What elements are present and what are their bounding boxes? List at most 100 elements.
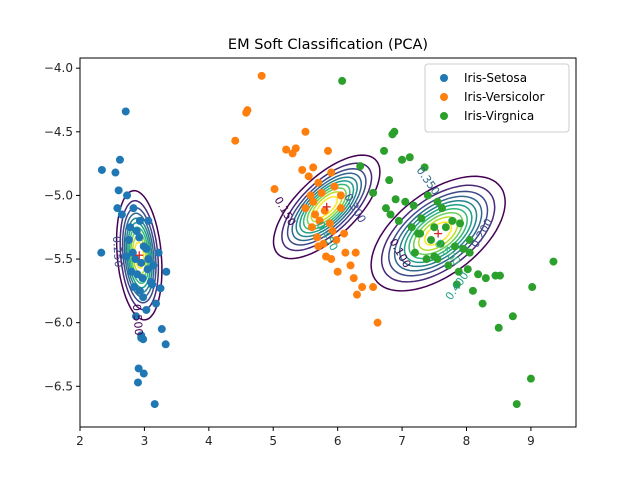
data-point bbox=[313, 233, 322, 242]
contour-line bbox=[370, 175, 506, 292]
data-point bbox=[495, 271, 504, 280]
data-point bbox=[311, 210, 320, 219]
data-point bbox=[114, 186, 123, 195]
x-axis: 2 3 4 5 6 7 8 9 bbox=[76, 427, 535, 448]
data-point bbox=[133, 378, 142, 387]
data-point bbox=[314, 178, 323, 187]
data-point bbox=[448, 216, 457, 225]
data-point bbox=[340, 229, 349, 238]
data-point bbox=[132, 312, 141, 321]
data-point bbox=[528, 283, 537, 292]
x-tick-label: 9 bbox=[527, 434, 535, 448]
data-point bbox=[162, 267, 171, 276]
data-point bbox=[320, 206, 329, 215]
data-point bbox=[444, 261, 453, 270]
data-point bbox=[369, 283, 378, 292]
data-point bbox=[132, 227, 141, 236]
data-point bbox=[386, 210, 395, 219]
data-point bbox=[130, 283, 139, 292]
data-point bbox=[142, 305, 151, 314]
data-point bbox=[463, 265, 472, 274]
data-point bbox=[369, 188, 378, 197]
data-point bbox=[324, 146, 332, 155]
data-point bbox=[430, 252, 439, 261]
data-point bbox=[454, 267, 463, 276]
legend-box bbox=[424, 63, 570, 133]
x-tick-label: 6 bbox=[334, 434, 342, 448]
data-point bbox=[327, 255, 336, 264]
data-point bbox=[336, 191, 345, 200]
data-point bbox=[325, 219, 334, 228]
data-point bbox=[128, 248, 137, 257]
data-point bbox=[338, 76, 347, 85]
data-point bbox=[351, 248, 360, 257]
data-point bbox=[433, 197, 442, 206]
contour-line bbox=[393, 195, 483, 272]
data-point bbox=[123, 191, 132, 200]
contour-line bbox=[272, 154, 381, 260]
y-axis: −4.0 −4.5 −5.0 −5.5 −6.0 −6.5 bbox=[44, 61, 80, 393]
data-point bbox=[135, 216, 144, 225]
data-point bbox=[149, 261, 158, 270]
data-point bbox=[438, 204, 447, 213]
data-point bbox=[358, 283, 367, 292]
data-point bbox=[333, 267, 342, 276]
data-point bbox=[139, 369, 148, 378]
data-point bbox=[152, 299, 161, 308]
data-point bbox=[97, 248, 106, 257]
data-point bbox=[380, 146, 389, 155]
data-point bbox=[481, 274, 490, 283]
data-point bbox=[142, 244, 151, 253]
data-point bbox=[304, 172, 313, 181]
legend-entry: Iris-Versicolor bbox=[464, 90, 544, 104]
data-point bbox=[422, 255, 431, 264]
axes-frame bbox=[79, 57, 577, 428]
data-point bbox=[330, 182, 339, 191]
x-tick-label: 2 bbox=[76, 434, 84, 448]
data-point bbox=[301, 127, 310, 136]
data-point bbox=[512, 400, 521, 409]
data-point bbox=[465, 235, 474, 244]
data-point bbox=[526, 374, 535, 383]
data-point bbox=[327, 168, 336, 177]
data-point bbox=[154, 248, 163, 257]
data-point bbox=[450, 242, 459, 251]
y-tick-label: −5.0 bbox=[44, 188, 73, 202]
legend-marker bbox=[440, 93, 448, 101]
y-tick-label: −4.5 bbox=[44, 125, 73, 139]
data-point bbox=[138, 274, 147, 283]
data-point bbox=[459, 244, 468, 253]
data-point bbox=[143, 265, 152, 274]
data-point bbox=[257, 71, 266, 80]
y-tick-label: −5.5 bbox=[44, 252, 73, 266]
legend-marker bbox=[440, 112, 448, 120]
contour-label: 0.250 bbox=[110, 236, 125, 268]
cluster-means bbox=[135, 202, 443, 260]
data-point bbox=[478, 299, 487, 308]
legend-entry: Iris-Setosa bbox=[464, 71, 527, 85]
data-point bbox=[427, 235, 436, 244]
data-point bbox=[456, 219, 465, 228]
data-point bbox=[414, 229, 423, 238]
data-point bbox=[417, 214, 426, 223]
contour-line bbox=[315, 195, 339, 218]
data-point bbox=[549, 257, 558, 266]
data-point bbox=[494, 323, 503, 332]
data-point bbox=[409, 201, 418, 210]
data-point bbox=[420, 163, 429, 172]
data-point bbox=[97, 165, 106, 174]
data-point bbox=[282, 145, 291, 154]
contour-line bbox=[115, 189, 163, 321]
data-point bbox=[157, 325, 166, 334]
x-tick-label: 8 bbox=[463, 434, 471, 448]
data-point bbox=[144, 216, 153, 225]
data-point bbox=[270, 185, 279, 194]
x-tick-label: 4 bbox=[205, 434, 213, 448]
data-point bbox=[332, 235, 341, 244]
legend: Iris-Setosa Iris-Versicolor Iris-Virgnica bbox=[424, 63, 570, 133]
data-point bbox=[336, 204, 345, 213]
data-point bbox=[391, 195, 400, 204]
contour-line bbox=[380, 184, 496, 283]
data-point bbox=[306, 191, 315, 200]
